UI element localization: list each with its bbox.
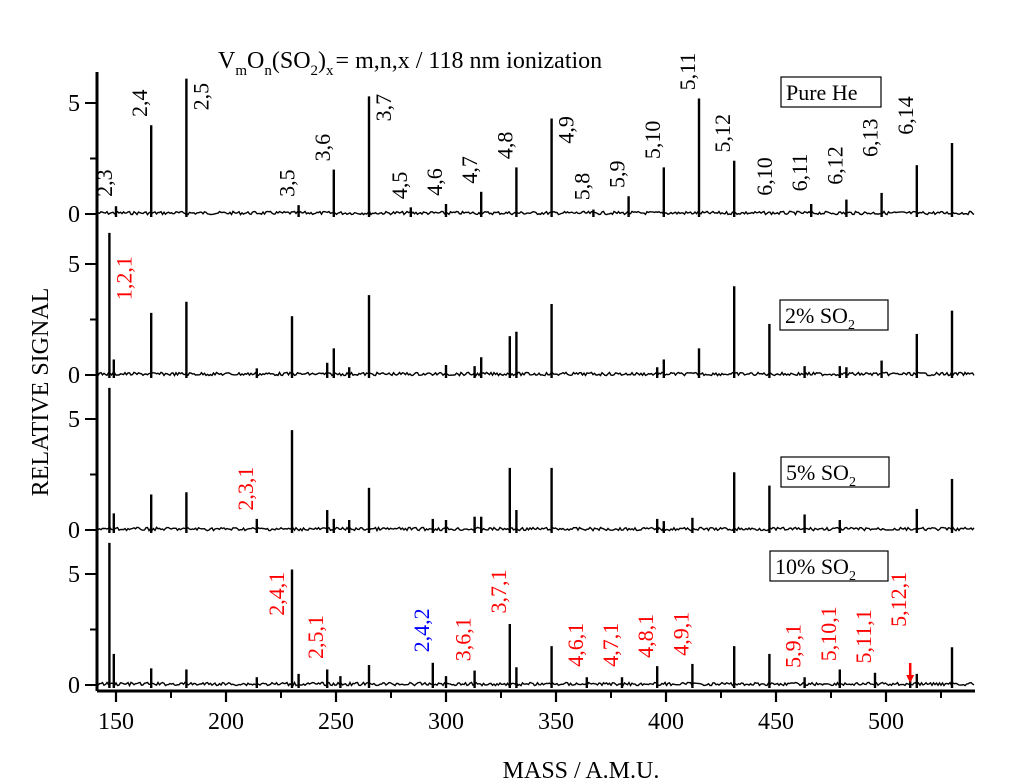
peak-label: 3,7,1: [486, 570, 511, 614]
baseline-trace: [97, 680, 975, 688]
x-tick-label: 300: [428, 709, 464, 735]
peak-label: 4,6,1: [563, 623, 588, 667]
peak-label: 4,5: [387, 172, 412, 200]
legend-box: 2% SO2: [779, 299, 889, 333]
peak-label: 5,12: [710, 114, 735, 153]
peak-label: 2,4: [127, 89, 152, 117]
legend-frame: [779, 299, 889, 331]
panel-10-so2: 2,4,1 2,5,1 2,4,2 3,6,1 3,7,1 4,6,1 4,7,1 4,8,1…: [97, 542, 975, 688]
baseline-trace: [97, 370, 975, 377]
peak-label: 6,11: [787, 154, 812, 192]
peak-label: 3,7: [371, 94, 396, 122]
x-tick-label: 150: [98, 709, 134, 735]
y-axis-label: RELATIVE SIGNAL: [28, 288, 54, 497]
x-axis-label: MASS / A.M.U.: [503, 758, 660, 784]
peak-label: 2,5: [188, 83, 213, 111]
peak-label: 5,10,1: [816, 606, 841, 661]
peak-label: 6,13: [858, 118, 883, 157]
peak-label: 6,12: [822, 146, 847, 185]
peak-label: 4,8: [492, 132, 517, 160]
legend-box: 10% SO2: [769, 550, 889, 584]
legend-box: Pure He: [780, 76, 882, 108]
peak-label: 4,7: [457, 156, 482, 184]
y-tick-label: 0: [68, 518, 80, 544]
peak-label: 6,10: [752, 157, 777, 196]
baseline-trace: [97, 525, 975, 533]
y-tick-label: 5: [68, 407, 80, 433]
peak-label: 3,5: [275, 169, 300, 197]
x-tick-label: 200: [208, 709, 244, 735]
legend-box: 5% SO2: [780, 456, 890, 490]
peak-label: 5,10: [640, 121, 665, 160]
peak-label: 5,11,1: [851, 609, 876, 663]
peak-label: 4,9,1: [668, 612, 693, 656]
peak-label: 2,5,1: [303, 615, 328, 659]
title-paren-close: ): [318, 48, 326, 74]
x-tick-label: 400: [648, 709, 684, 735]
peak-label: 4,8,1: [633, 614, 658, 658]
title-sub-x: x: [326, 63, 334, 79]
legend-label: 10% SO2: [775, 554, 856, 584]
peak-label: 5,8: [569, 173, 594, 201]
panel-2-so2: 1,2,1 2% SO2: [97, 232, 975, 378]
y-tick-label: 0: [68, 202, 80, 228]
peak-label: 6,14: [893, 96, 918, 135]
peak-label: 5,11: [675, 53, 700, 91]
peak-label: 5,9: [605, 161, 630, 189]
peak-label: 5,12,1: [886, 572, 911, 627]
title-V: V: [218, 48, 236, 74]
y-tick-label: 0: [68, 673, 80, 699]
peak-label: 4,7,1: [598, 623, 623, 667]
arrow-head-icon: [906, 675, 915, 683]
y-tick-label: 5: [68, 252, 80, 278]
peak-label: 3,6: [310, 134, 335, 162]
x-tick-label: 450: [758, 709, 794, 735]
y-tick-label: 5: [68, 562, 80, 588]
chart-title: VmOn(SO2)x= m,n,x / 118 nm ionization: [218, 48, 602, 79]
peak-label: 2,3,1: [233, 467, 258, 511]
title-so: (SO: [272, 48, 311, 74]
peak-label: 2,4,1: [264, 572, 289, 616]
legend-label: Pure He: [786, 80, 857, 105]
title-sub-n: n: [264, 63, 272, 79]
y-tick-label: 5: [68, 91, 80, 117]
x-tick-label: 350: [538, 709, 574, 735]
peak-label: 4,6: [422, 168, 447, 196]
title-sub-2: 2: [311, 63, 319, 79]
peak-label: 1,2,1: [111, 256, 136, 300]
title-rest: = m,n,x / 118 nm ionization: [336, 48, 603, 74]
baseline-trace: [97, 210, 975, 217]
legend-label: 5% SO2: [786, 460, 856, 490]
svg-text:VmOn(SO2)x= m,n,x / 118 nm ion: VmOn(SO2)x= m,n,x / 118 nm ionization: [218, 48, 602, 79]
legend-frame: [780, 76, 882, 108]
panel-5-so2: 2,3,1 5% SO2: [97, 387, 975, 533]
peak-label: 4,9: [554, 116, 579, 144]
legend-frame: [769, 550, 889, 582]
panel-pure-he: 2,32,4 2,53,53,63,74,5 4,6 4,74,84,95,8 5,95…: [92, 53, 975, 217]
legend-frame: [780, 456, 890, 488]
title-O: O: [247, 48, 264, 74]
x-tick-label: 250: [318, 709, 354, 735]
x-tick-label: 500: [868, 709, 904, 735]
peak-label: 5,9,1: [781, 624, 806, 668]
y-tick-label: 0: [68, 363, 80, 389]
title-sub-m: m: [235, 63, 247, 79]
legend-label: 2% SO2: [785, 303, 855, 333]
peak-label: 2,4,2: [409, 608, 434, 652]
peak-label: 3,6,1: [451, 617, 476, 661]
